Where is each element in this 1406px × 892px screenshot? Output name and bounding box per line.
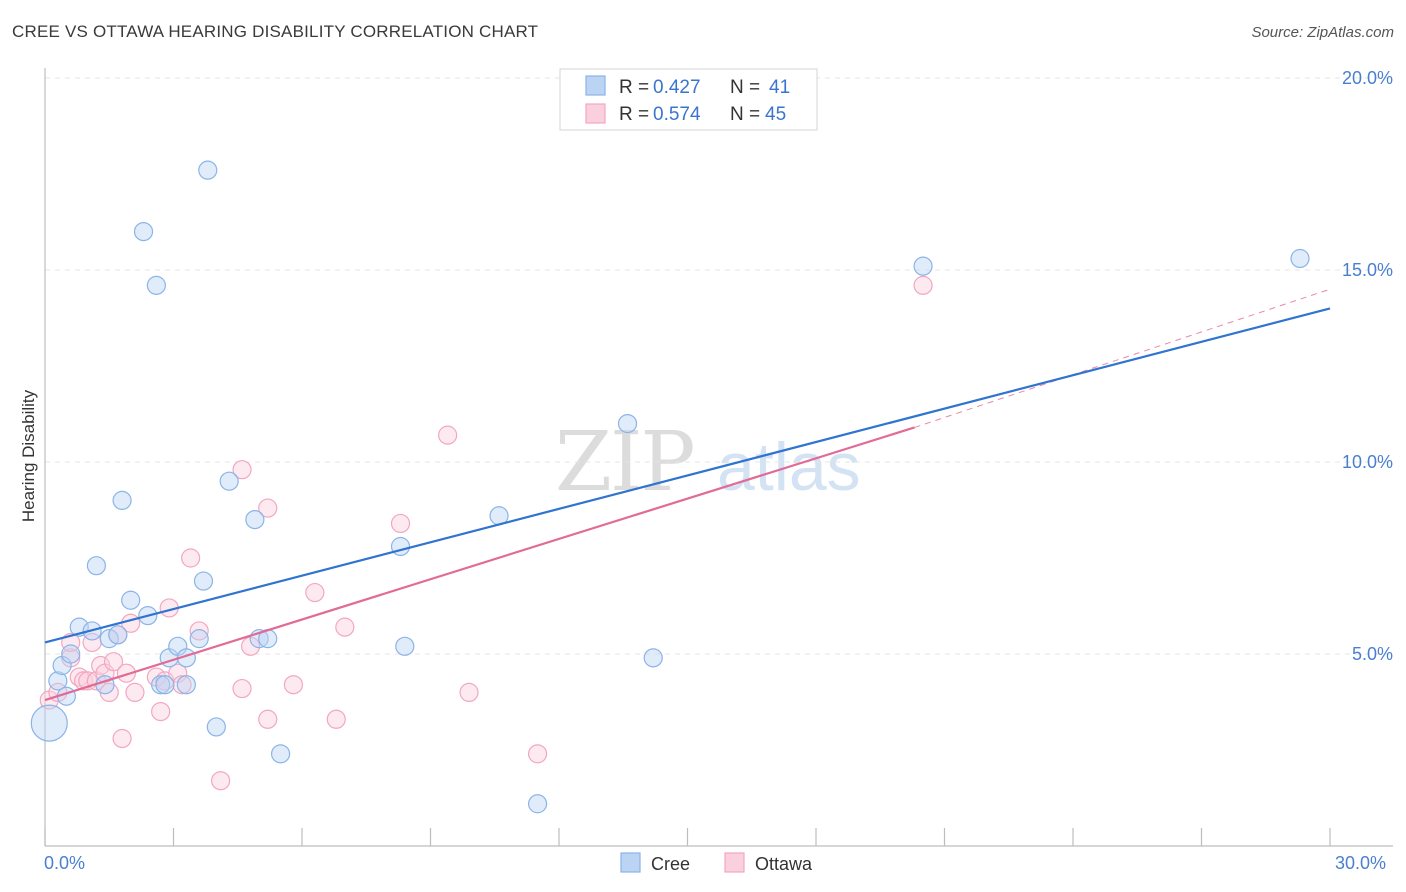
cree-trend-line xyxy=(44,307,1331,644)
bottom-legend-ottawa-label: Ottawa xyxy=(755,854,813,874)
ottawa-point xyxy=(258,709,278,729)
y-tick-label: 5.0% xyxy=(1352,644,1393,664)
cree-point xyxy=(61,644,81,664)
cree-point xyxy=(86,556,107,576)
bottom-legend-cree-label: Cree xyxy=(651,854,690,874)
cree-point xyxy=(245,509,265,530)
legend-ottawa-r-value: 0.574 xyxy=(653,104,701,125)
y-tick-label: 10.0% xyxy=(1342,452,1393,472)
ottawa-point xyxy=(438,425,458,445)
ottawa-trend-extension xyxy=(914,288,1331,428)
ottawa-point xyxy=(258,498,278,518)
y-tick-label: 20.0% xyxy=(1342,68,1393,88)
x-tick-label-max: 30.0% xyxy=(1335,853,1386,873)
cree-point xyxy=(30,704,68,742)
chart-title: CREE VS OTTAWA HEARING DISABILITY CORREL… xyxy=(12,22,539,41)
cree-point xyxy=(617,414,638,434)
legend-cree-n-value: 41 xyxy=(769,77,790,98)
y-axis-label: Hearing Disability xyxy=(19,389,38,522)
cree-point xyxy=(133,222,154,242)
cree-point xyxy=(121,590,141,610)
y-tick-labels: 5.0% 10.0% 15.0% 20.0% xyxy=(1342,68,1393,664)
legend-cree-r-label: R = xyxy=(619,77,649,98)
ottawa-point xyxy=(103,652,124,672)
ottawa-point xyxy=(326,709,346,729)
cree-point xyxy=(176,675,196,695)
cree-point xyxy=(643,648,663,668)
cree-point xyxy=(527,794,548,814)
cree-point xyxy=(206,717,226,737)
ottawa-points xyxy=(39,275,933,791)
cree-point xyxy=(108,625,128,645)
ottawa-point xyxy=(390,513,411,534)
legend-ottawa-swatch xyxy=(585,103,606,124)
legend-ottawa-r-label: R = xyxy=(619,104,649,125)
trend-lines xyxy=(44,288,1331,702)
legend-ottawa-n-value: 45 xyxy=(765,104,786,125)
ottawa-point xyxy=(189,621,209,641)
series-legend: Cree Ottawa xyxy=(620,852,813,874)
ottawa-point xyxy=(232,460,252,480)
ottawa-point xyxy=(283,675,304,695)
cree-point xyxy=(270,744,291,764)
ottawa-point xyxy=(459,682,479,703)
cree-point xyxy=(155,675,175,695)
ottawa-point xyxy=(181,548,201,568)
cree-point xyxy=(198,160,218,180)
cree-point xyxy=(913,256,933,276)
bottom-legend-cree-swatch xyxy=(620,852,641,873)
cree-point xyxy=(219,471,239,491)
ottawa-point xyxy=(112,728,132,749)
cree-point xyxy=(112,490,132,510)
ottawa-point xyxy=(913,275,933,295)
cree-point xyxy=(151,675,171,695)
ottawa-point xyxy=(211,771,231,791)
gridlines xyxy=(45,77,1393,655)
cree-point xyxy=(395,636,415,656)
ottawa-point xyxy=(335,617,355,637)
correlation-legend: R = 0.427 N = 41 R = 0.574 N = 45 xyxy=(559,68,818,131)
legend-cree-n-label: N = xyxy=(730,77,760,98)
legend-cree-swatch xyxy=(585,75,606,96)
y-tick-label: 15.0% xyxy=(1342,260,1393,280)
ottawa-point xyxy=(125,682,145,703)
ottawa-point xyxy=(305,582,325,603)
cree-point xyxy=(48,671,68,691)
bottom-legend-ottawa-swatch xyxy=(724,852,745,873)
ottawa-point xyxy=(151,701,171,722)
legend-ottawa-n-label: N = xyxy=(730,104,760,125)
legend-cree-r-value: 0.427 xyxy=(653,77,701,98)
cree-point xyxy=(1290,248,1310,269)
cree-point xyxy=(193,571,214,591)
ottawa-point xyxy=(527,744,548,764)
cree-point xyxy=(146,275,166,295)
source-credit: Source: ZipAtlas.com xyxy=(1251,24,1394,41)
x-axis-ticks xyxy=(44,828,1331,846)
ottawa-point xyxy=(172,675,192,695)
ottawa-point xyxy=(232,678,252,699)
ottawa-point xyxy=(116,663,136,683)
cree-point xyxy=(189,629,209,649)
ottawa-trend-line xyxy=(44,426,915,702)
x-tick-label-min: 0.0% xyxy=(44,853,85,873)
